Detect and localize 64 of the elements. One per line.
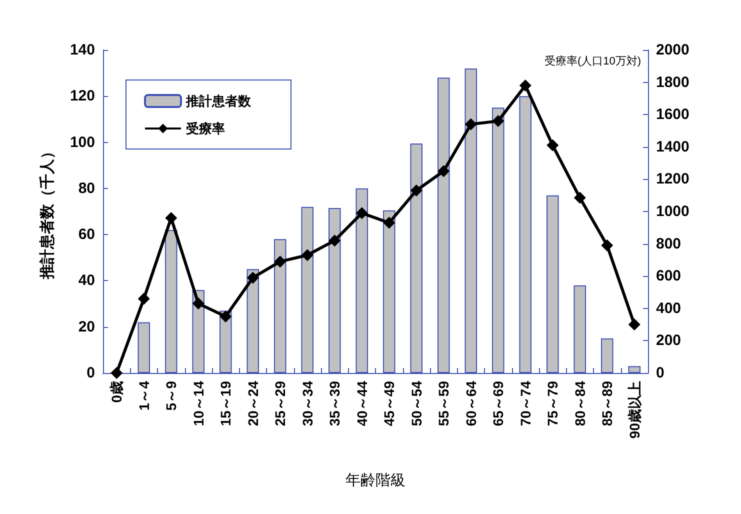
point [438, 165, 450, 178]
x-tick-label: 0歳 [108, 381, 125, 403]
point [138, 292, 150, 305]
point [192, 298, 204, 310]
y2-tick-label: 600 [656, 268, 682, 285]
y-tick-label: 100 [70, 134, 95, 151]
y-tick-label: 120 [70, 88, 95, 105]
point [464, 118, 477, 130]
x-tick-label: 5～9 [163, 380, 180, 411]
x-tick-label: 75～79 [544, 380, 561, 426]
point [546, 139, 559, 152]
y2-tick-label: 0 [656, 364, 664, 382]
point [328, 234, 341, 247]
x-tick-label: 50～54 [408, 380, 424, 426]
y-tick-label: 20 [78, 318, 95, 336]
x-tick-label: 70～74 [517, 380, 534, 426]
y-tick-label: 140 [70, 42, 95, 58]
x-tick-label: 1～4 [136, 380, 152, 411]
y2-tick-label: 400 [656, 300, 682, 317]
y-axis-title: 推計患者数（千人） [39, 144, 56, 280]
y-tick-label: 60 [78, 226, 95, 244]
y-tick-label: 80 [78, 180, 95, 197]
point [301, 249, 314, 262]
y2-tick-label: 1800 [656, 74, 690, 91]
point [383, 216, 396, 229]
x-tick-label: 45～49 [381, 380, 398, 426]
x-tick-label: 65～69 [490, 380, 506, 426]
legend-label: 受療率 [185, 121, 225, 136]
y2-tick-label: 2000 [656, 42, 690, 58]
point [601, 239, 614, 252]
legend-label: 推計患者数 [185, 94, 252, 108]
y2-tick-label: 1000 [656, 203, 690, 220]
x-tick-label: 85～89 [599, 380, 616, 426]
y-tick-label: 0 [86, 364, 95, 382]
point [492, 115, 504, 128]
point [220, 310, 232, 322]
point [410, 184, 422, 197]
x-tick-label: 40～44 [354, 380, 370, 426]
point [246, 272, 259, 284]
x-tick-label: 90歳以上 [626, 381, 642, 439]
point [628, 318, 640, 331]
y2-axis-title: 受療率(人口10万対) [544, 54, 641, 68]
y2-tick-label: 1200 [656, 170, 690, 188]
x-tick-label: 25～29 [272, 380, 288, 426]
x-tick-label: 20～24 [244, 380, 261, 426]
y2-tick-label: 1600 [656, 106, 690, 124]
point [110, 367, 123, 379]
x-tick-label: 15～19 [218, 380, 234, 426]
point [356, 207, 368, 220]
x-tick-label: 35～39 [326, 380, 343, 426]
x-tick-label: 55～59 [436, 380, 452, 426]
y2-tick-label: 1400 [656, 138, 690, 156]
y-tick-label: 40 [78, 272, 95, 290]
x-tick-label: 30～34 [299, 380, 316, 426]
x-axis-title: 年齢階級 [346, 472, 406, 489]
x-tick-label: 10～14 [190, 380, 206, 426]
point [165, 212, 178, 224]
y2-tick-label: 800 [656, 235, 682, 252]
point [574, 192, 586, 204]
point [274, 256, 286, 268]
x-tick-label: 60～64 [462, 380, 479, 426]
x-tick-label: 80～84 [572, 380, 588, 426]
y2-tick-label: 200 [656, 332, 682, 350]
point [519, 80, 532, 92]
